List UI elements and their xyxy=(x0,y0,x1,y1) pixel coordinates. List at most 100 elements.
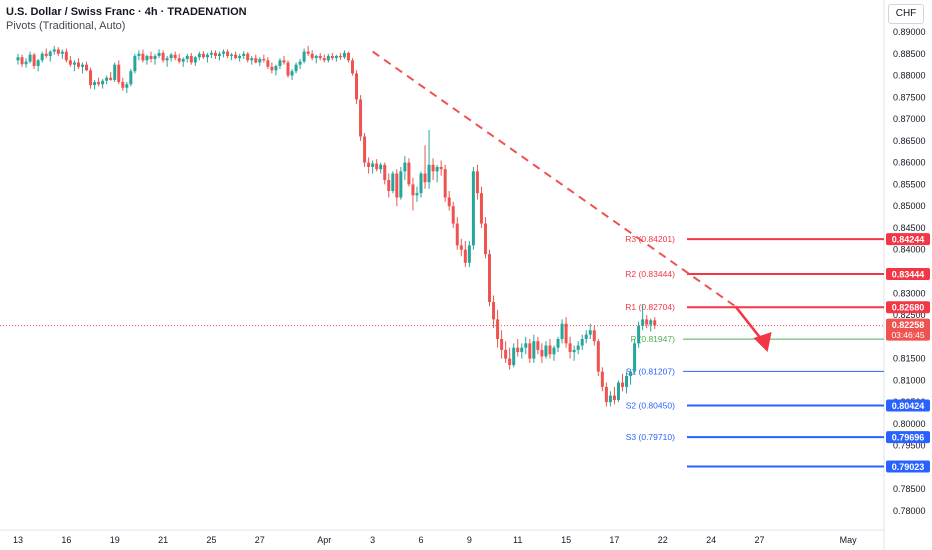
pivot-axis-tag xyxy=(886,267,930,280)
candle-body xyxy=(157,52,161,56)
candle-body xyxy=(213,52,217,56)
candle-body xyxy=(246,53,250,61)
candle-body xyxy=(451,206,455,224)
price-tick-label: 0.89000 xyxy=(893,27,926,37)
candle-body xyxy=(423,173,427,183)
price-tick-label: 0.80000 xyxy=(893,419,926,429)
candle-body xyxy=(326,55,330,61)
candle-body xyxy=(250,58,254,61)
candle-body xyxy=(411,184,415,196)
candle-body xyxy=(621,382,624,387)
candle-body xyxy=(596,341,600,372)
candle-body xyxy=(169,54,173,59)
currency-button[interactable]: CHF xyxy=(888,4,924,24)
time-tick-label: 27 xyxy=(255,535,265,545)
candle-body xyxy=(403,162,407,172)
candle-body xyxy=(181,58,185,62)
candle-body xyxy=(60,51,64,54)
candle-body xyxy=(294,64,298,72)
pivot-axis-tag xyxy=(886,431,930,444)
candle-body xyxy=(528,343,532,359)
bar-countdown: 03:46:45 xyxy=(891,330,924,340)
time-tick-label: 21 xyxy=(158,535,168,545)
candle-body xyxy=(76,62,80,67)
candle-body xyxy=(387,180,391,191)
candle-body xyxy=(318,55,322,59)
candle-body xyxy=(234,54,238,59)
candle-body xyxy=(395,173,399,198)
candle-body xyxy=(97,82,101,85)
time-tick-label: 25 xyxy=(206,535,216,545)
candle-body xyxy=(322,58,326,61)
candle-body xyxy=(266,60,270,67)
candle-body xyxy=(302,51,306,62)
price-tick-label: 0.82500 xyxy=(893,310,926,320)
pivot-axis-tag xyxy=(886,233,930,246)
candle-body xyxy=(85,64,89,71)
time-tick-label: 13 xyxy=(13,535,23,545)
candle-body xyxy=(36,60,40,66)
candle-body xyxy=(109,77,113,80)
pivot-label-s1: S1 (0.81207) xyxy=(626,366,675,376)
candle-body xyxy=(197,53,201,58)
candle-body xyxy=(105,77,109,81)
candle-body xyxy=(28,54,32,62)
candle-body xyxy=(290,71,294,76)
candle-body xyxy=(20,57,24,65)
price-tick-label: 0.87500 xyxy=(893,92,926,102)
pivot-label-r3: R3 (0.84201) xyxy=(625,234,675,244)
pivot-label-s3: S3 (0.79710) xyxy=(626,432,675,442)
candle-body xyxy=(407,162,411,185)
price-tick-label: 0.85000 xyxy=(893,201,926,211)
symbol-title[interactable]: U.S. Dollar / Swiss Franc · 4h · TRADENA… xyxy=(6,6,247,18)
candle-body xyxy=(314,55,318,59)
candle-body xyxy=(516,347,520,353)
time-tick-label: 24 xyxy=(706,535,716,545)
candle-body xyxy=(306,51,310,54)
candle-body xyxy=(383,164,387,181)
candle-body xyxy=(310,53,314,59)
candle-body xyxy=(117,64,121,83)
time-tick-label: 11 xyxy=(513,535,522,545)
candle-body xyxy=(334,55,338,59)
candle-body xyxy=(258,58,262,63)
candle-body xyxy=(600,371,604,387)
candle-body xyxy=(439,166,443,170)
candle-body xyxy=(342,52,346,58)
time-tick-label: 27 xyxy=(755,535,765,545)
candle-body xyxy=(471,171,475,246)
candle-body xyxy=(44,53,48,56)
candle-body xyxy=(133,55,137,72)
pivot-axis-value: 0.82680 xyxy=(892,303,925,313)
candle-body xyxy=(16,57,20,61)
pivot-axis-value: 0.79023 xyxy=(892,462,925,472)
candle-body xyxy=(363,136,367,163)
candle-body xyxy=(641,319,645,326)
candle-body xyxy=(137,53,141,56)
candle-body xyxy=(467,245,471,263)
price-tick-label: 0.87000 xyxy=(893,114,926,124)
candle-body xyxy=(508,358,512,366)
candle-body xyxy=(653,320,657,326)
candle-body xyxy=(125,84,129,88)
price-tick-label: 0.83000 xyxy=(893,288,926,298)
candle-body xyxy=(556,338,560,348)
candle-body xyxy=(350,60,354,74)
candle-body xyxy=(375,163,379,170)
candle-body xyxy=(254,58,258,63)
time-tick-label: 16 xyxy=(61,535,71,545)
indicator-label[interactable]: Pivots (Traditional, Auto) xyxy=(6,20,126,32)
pivot-axis-value: 0.79696 xyxy=(892,433,925,443)
candle-body xyxy=(80,64,84,67)
candle-body xyxy=(415,193,419,196)
candle-body xyxy=(552,347,556,355)
time-tick-label: 19 xyxy=(110,535,120,545)
time-tick-label: 6 xyxy=(418,535,423,545)
candle-body xyxy=(540,349,544,357)
price-tick-label: 0.86000 xyxy=(893,158,926,168)
price-tick-label: 0.81500 xyxy=(893,354,926,364)
candle-body xyxy=(504,349,508,359)
candle-body xyxy=(177,58,181,62)
